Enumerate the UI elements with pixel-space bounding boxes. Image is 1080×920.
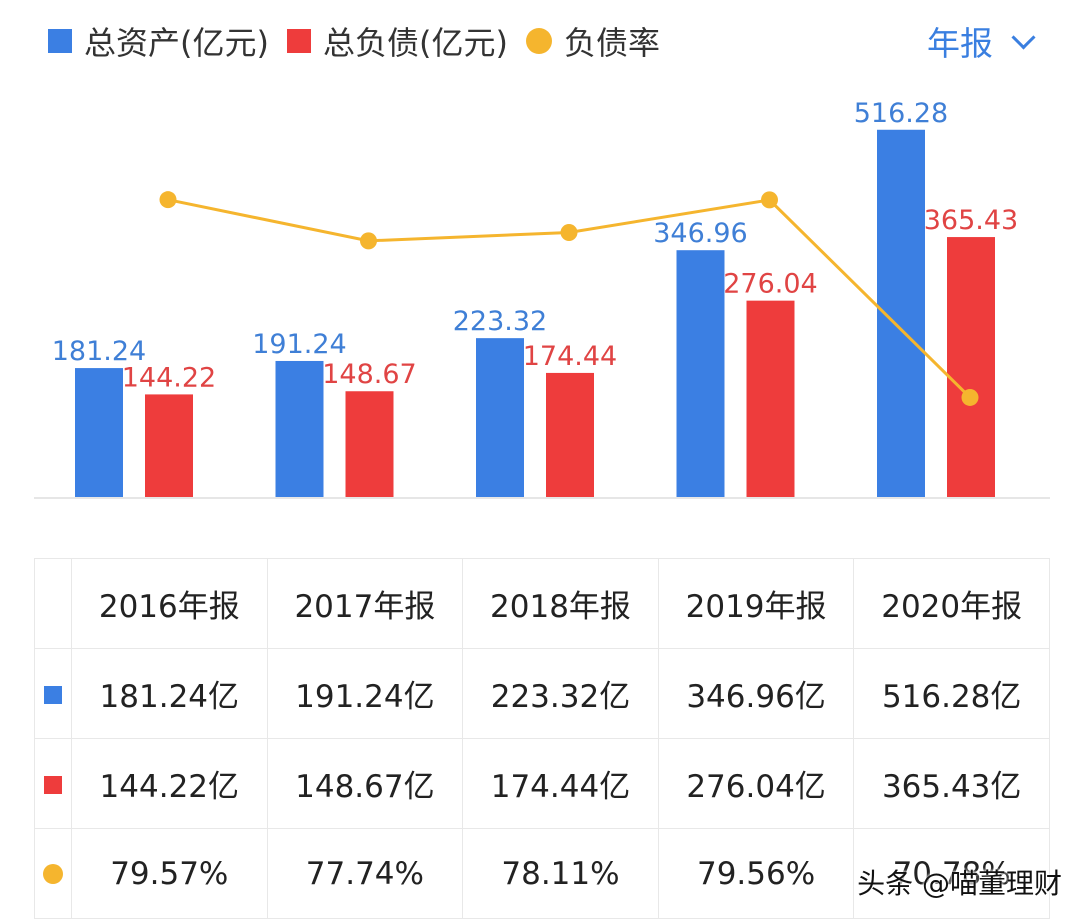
ratio-point [159,191,177,209]
legend-swatch-ratio [525,28,552,54]
bar-assets [275,360,324,497]
data-label-assets: 181.24 [52,336,146,367]
table-cell: 70.78% [853,828,1050,919]
table-cell: 516.28亿 [853,648,1050,739]
bar-liabilities [145,394,193,497]
period-selector-label: 年报 [927,24,993,63]
table-cell: 79.57% [71,828,268,919]
row-marker-liabilities [34,738,72,829]
table-row-liabilities: 144.22亿 148.67亿 174.44亿 276.04亿 365.43亿 [34,738,1050,829]
table-header-row: 2016年报 2017年报 2018年报 2019年报 2020年报 [34,558,1050,649]
legend-swatch-liabilities [286,29,311,53]
legend-item-liabilities[interactable]: 总负债(亿元) [286,18,508,64]
table-cell: 77.74% [266,828,464,919]
table-header-cell: 2020年报 [853,558,1050,649]
bar-liabilities [546,372,594,497]
legend-item-ratio[interactable]: 负债率 [525,18,660,64]
chart-legend: 总资产(亿元) 总负债(亿元) 负债率 [48,18,678,64]
red-square-icon [44,775,62,794]
table-cell: 365.43亿 [853,738,1050,829]
table-cell: 223.32亿 [462,648,659,739]
orange-dot-icon [43,863,63,884]
data-table: 2016年报 2017年报 2018年报 2019年报 2020年报 181.2… [34,558,1050,919]
ratio-point [961,388,979,406]
data-label-liabilities: 365.43 [924,205,1018,236]
legend-item-assets[interactable]: 总资产(亿元) [48,18,269,64]
data-label-assets: 516.28 [854,98,948,129]
legend-swatch-assets [48,29,72,53]
data-label-assets: 223.32 [453,306,547,337]
table-header-cell: 2019年报 [657,558,855,649]
data-label-assets: 191.24 [252,329,346,360]
table-cell: 78.11% [462,828,659,919]
ratio-point [560,224,578,242]
data-label-liabilities: 174.44 [523,341,617,372]
table-corner-cell [34,558,72,649]
blue-square-icon [44,685,62,704]
table-cell: 148.67亿 [266,738,464,829]
table-row-assets: 181.24亿 191.24亿 223.32亿 346.96亿 516.28亿 [34,648,1050,739]
bar-assets [75,368,123,497]
table-cell: 79.56% [657,828,855,919]
legend-label-assets: 总资产(亿元) [84,24,269,62]
legend-label-liabilities: 总负债(亿元) [322,24,508,62]
table-cell: 346.96亿 [657,648,855,739]
table-header-cell: 2018年报 [462,558,659,649]
bar-liabilities [746,300,795,497]
table-cell: 144.22亿 [71,738,268,829]
row-marker-assets [34,648,72,739]
bar-assets [676,250,725,497]
table-cell: 174.44亿 [462,738,659,829]
table-header-cell: 2017年报 [266,558,464,649]
period-selector[interactable]: 年报 [927,18,1036,64]
table-cell: 181.24亿 [71,648,268,739]
data-label-liabilities: 276.04 [723,269,817,300]
table-cell: 191.24亿 [266,648,464,739]
table-header-cell: 2016年报 [71,558,268,649]
chevron-down-icon [1011,24,1036,50]
legend-label-ratio: 负债率 [563,24,660,62]
data-label-liabilities: 148.67 [322,359,416,390]
bar-assets [476,338,524,497]
watermark: 头条 @喵董理财 [857,867,1062,900]
ratio-point [761,191,778,209]
table-row-ratio: 79.57% 77.74% 78.11% 79.56% 70.78% [34,828,1050,919]
data-label-assets: 346.96 [653,218,747,249]
data-label-liabilities: 144.22 [122,362,216,393]
ratio-point [360,232,377,250]
bar-liabilities [947,237,995,497]
table-cell: 276.04亿 [657,738,855,829]
row-marker-ratio [34,828,72,919]
bar-liabilities [345,391,394,497]
